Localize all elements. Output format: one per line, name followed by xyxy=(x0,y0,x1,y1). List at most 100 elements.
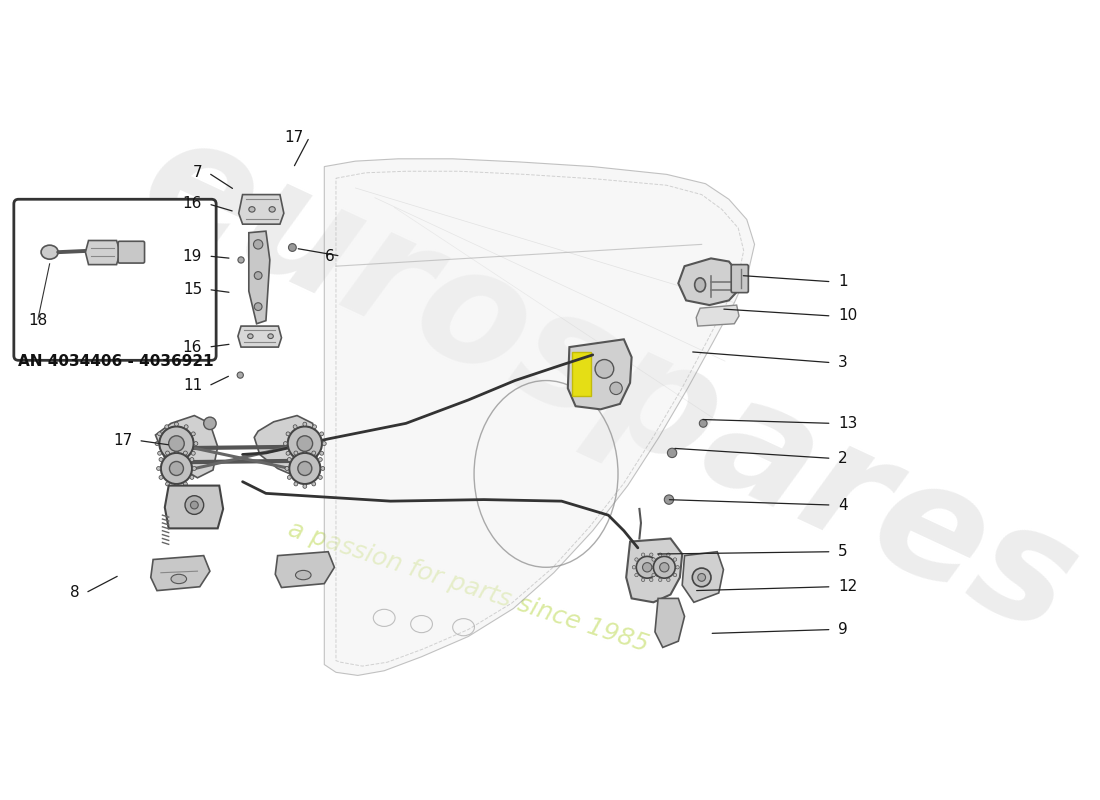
Text: 16: 16 xyxy=(183,197,202,211)
Circle shape xyxy=(161,453,192,484)
Circle shape xyxy=(194,442,198,446)
Polygon shape xyxy=(654,598,684,647)
Circle shape xyxy=(302,449,307,453)
Circle shape xyxy=(322,442,327,446)
Text: a passion for parts since 1985: a passion for parts since 1985 xyxy=(285,517,651,657)
Circle shape xyxy=(318,458,322,462)
Circle shape xyxy=(168,436,184,451)
Ellipse shape xyxy=(296,570,311,580)
Text: AN 4034406 - 4036921: AN 4034406 - 4036921 xyxy=(18,354,213,369)
Circle shape xyxy=(165,458,168,462)
Circle shape xyxy=(312,425,317,429)
Ellipse shape xyxy=(270,206,275,212)
FancyBboxPatch shape xyxy=(732,265,748,293)
Circle shape xyxy=(288,426,322,461)
Circle shape xyxy=(632,566,636,569)
Circle shape xyxy=(238,257,244,263)
Polygon shape xyxy=(572,352,591,396)
Circle shape xyxy=(635,574,638,577)
Text: 15: 15 xyxy=(183,282,202,297)
Circle shape xyxy=(254,272,262,279)
Circle shape xyxy=(169,462,184,475)
Circle shape xyxy=(311,482,316,486)
Circle shape xyxy=(294,482,298,486)
Ellipse shape xyxy=(249,206,255,212)
Circle shape xyxy=(294,451,298,455)
Circle shape xyxy=(190,458,194,462)
Circle shape xyxy=(659,578,662,582)
Text: 18: 18 xyxy=(29,313,48,328)
Circle shape xyxy=(286,451,290,455)
Polygon shape xyxy=(254,415,319,476)
Circle shape xyxy=(652,574,656,577)
Circle shape xyxy=(320,432,323,436)
Circle shape xyxy=(166,451,169,455)
Circle shape xyxy=(664,495,673,504)
Circle shape xyxy=(302,485,307,488)
Circle shape xyxy=(653,556,675,578)
Circle shape xyxy=(697,574,705,582)
Circle shape xyxy=(294,458,297,462)
Circle shape xyxy=(238,372,243,378)
Circle shape xyxy=(700,419,707,427)
Text: 17: 17 xyxy=(284,130,304,145)
Circle shape xyxy=(302,422,307,426)
Ellipse shape xyxy=(170,574,187,584)
Circle shape xyxy=(160,426,194,461)
Text: 8: 8 xyxy=(69,586,79,601)
Circle shape xyxy=(318,475,322,479)
Circle shape xyxy=(609,382,623,394)
Polygon shape xyxy=(679,258,739,305)
Circle shape xyxy=(321,466,324,470)
Text: 16: 16 xyxy=(183,339,202,354)
Text: eurospares: eurospares xyxy=(118,101,1099,668)
Circle shape xyxy=(287,458,292,462)
Circle shape xyxy=(289,453,320,484)
Circle shape xyxy=(184,458,188,462)
Ellipse shape xyxy=(268,334,273,338)
Circle shape xyxy=(175,485,178,488)
Circle shape xyxy=(673,558,676,562)
Text: 2: 2 xyxy=(838,451,847,466)
FancyBboxPatch shape xyxy=(14,199,216,360)
Circle shape xyxy=(254,302,262,310)
Polygon shape xyxy=(275,552,334,587)
Circle shape xyxy=(175,461,178,465)
Circle shape xyxy=(649,566,652,569)
Text: 4: 4 xyxy=(838,498,847,513)
Circle shape xyxy=(298,462,311,475)
Circle shape xyxy=(673,574,676,577)
Polygon shape xyxy=(626,538,682,602)
Circle shape xyxy=(652,558,656,562)
Text: 17: 17 xyxy=(113,433,132,448)
Circle shape xyxy=(285,466,289,470)
Circle shape xyxy=(191,432,195,436)
Circle shape xyxy=(641,553,645,557)
Polygon shape xyxy=(682,552,724,602)
Circle shape xyxy=(288,244,296,251)
Polygon shape xyxy=(165,486,223,528)
Circle shape xyxy=(297,436,312,451)
Circle shape xyxy=(692,568,711,586)
Circle shape xyxy=(635,558,638,562)
Polygon shape xyxy=(696,305,739,326)
Circle shape xyxy=(166,482,169,486)
Circle shape xyxy=(642,562,652,572)
Circle shape xyxy=(184,425,188,429)
Circle shape xyxy=(204,417,216,430)
Circle shape xyxy=(657,558,660,562)
Text: 3: 3 xyxy=(838,355,848,370)
Circle shape xyxy=(667,578,670,582)
Text: 7: 7 xyxy=(192,166,202,180)
Circle shape xyxy=(190,475,194,479)
Circle shape xyxy=(675,566,679,569)
Circle shape xyxy=(175,449,178,453)
Ellipse shape xyxy=(41,245,58,259)
Polygon shape xyxy=(239,194,284,224)
Text: 19: 19 xyxy=(183,249,202,263)
Circle shape xyxy=(320,451,323,455)
FancyBboxPatch shape xyxy=(118,242,144,263)
Polygon shape xyxy=(86,241,120,265)
Circle shape xyxy=(294,425,297,429)
Text: 6: 6 xyxy=(324,249,334,263)
